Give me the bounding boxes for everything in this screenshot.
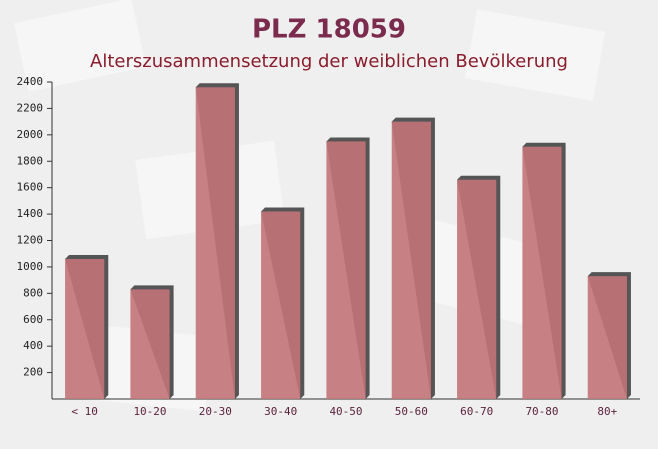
chart-subtitle: Alterszusammensetzung der weiblichen Bev… (90, 51, 568, 72)
y-tick-label: 2000 (17, 128, 44, 141)
y-tick-label: 1400 (17, 207, 44, 220)
bar (261, 211, 301, 399)
y-tick-label: 2200 (17, 101, 44, 114)
y-tick-label: 1600 (17, 181, 44, 194)
x-tick-label: 70-80 (525, 405, 558, 418)
y-tick-label: 800 (23, 286, 43, 299)
bar (195, 87, 235, 400)
x-tick-label: 50-60 (395, 405, 428, 418)
y-tick-label: 1000 (17, 260, 44, 273)
bar (391, 121, 431, 399)
x-tick-label: < 10 (71, 405, 98, 418)
y-tick-label: 1200 (17, 234, 44, 247)
y-tick-label: 600 (23, 313, 43, 326)
bar (65, 258, 105, 399)
bar (587, 276, 627, 399)
y-tick-label: 1800 (17, 154, 44, 167)
bar (457, 179, 497, 399)
x-tick-label: 10-20 (133, 405, 166, 418)
y-tick-label: 2400 (17, 75, 44, 88)
x-tick-label: 20-30 (199, 405, 232, 418)
y-tick-label: 200 (23, 366, 43, 379)
bar (522, 146, 562, 399)
x-tick-label: 60-70 (460, 405, 493, 418)
chart-title: PLZ 18059 (252, 15, 406, 45)
x-tick-label: 80+ (597, 405, 617, 418)
x-tick-label: 30-40 (264, 405, 297, 418)
bar (326, 141, 366, 399)
y-tick-label: 400 (23, 339, 43, 352)
x-tick-label: 40-50 (329, 405, 362, 418)
bar (130, 289, 170, 399)
